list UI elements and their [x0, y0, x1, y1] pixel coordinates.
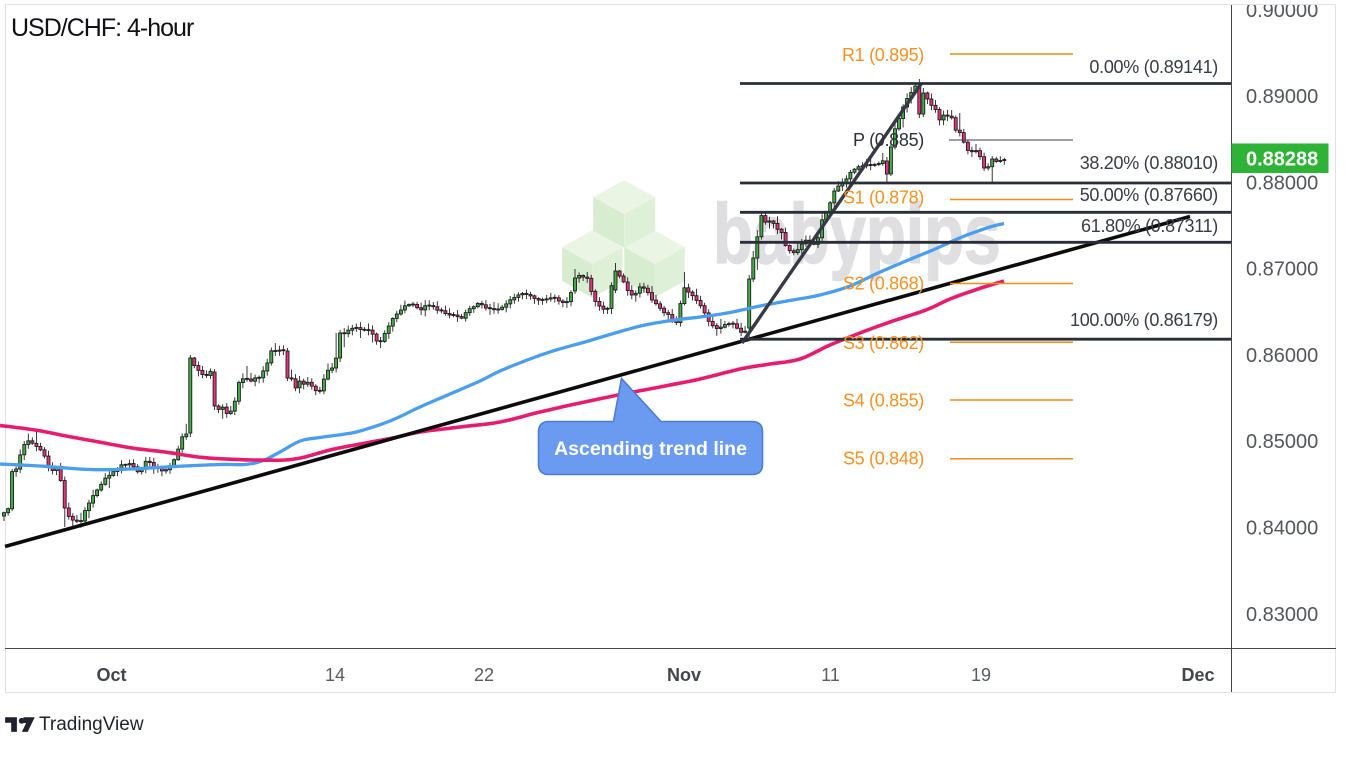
svg-text:50.00% (0.87660): 50.00% (0.87660) — [1080, 185, 1218, 205]
svg-text:11: 11 — [821, 665, 840, 685]
svg-text:Dec: Dec — [1181, 665, 1214, 685]
svg-text:100.00% (0.86179): 100.00% (0.86179) — [1070, 310, 1218, 330]
svg-text:0.88288: 0.88288 — [1246, 149, 1318, 171]
svg-text:S1 (0.878): S1 (0.878) — [843, 188, 924, 208]
svg-text:S5 (0.848): S5 (0.848) — [843, 449, 924, 469]
svg-text:0.00% (0.89141): 0.00% (0.89141) — [1089, 57, 1218, 77]
svg-text:19: 19 — [971, 665, 991, 685]
svg-text:Oct: Oct — [96, 665, 126, 685]
svg-text:61.80% (0.87311): 61.80% (0.87311) — [1081, 216, 1218, 236]
svg-text:S2 (0.868): S2 (0.868) — [843, 274, 924, 294]
svg-text:Ascending trend line: Ascending trend line — [554, 438, 747, 460]
svg-text:0.84000: 0.84000 — [1246, 518, 1318, 540]
svg-text:S3 (0.862): S3 (0.862) — [843, 333, 924, 353]
svg-text:22: 22 — [474, 665, 494, 685]
svg-text:14: 14 — [325, 665, 345, 685]
svg-text:0.89000: 0.89000 — [1246, 86, 1318, 108]
svg-text:0.88000: 0.88000 — [1246, 172, 1318, 194]
svg-text:P (0.885): P (0.885) — [853, 130, 924, 150]
svg-text:TradingView: TradingView — [39, 714, 144, 735]
svg-text:Nov: Nov — [667, 665, 701, 685]
svg-text:0.86000: 0.86000 — [1246, 345, 1318, 367]
svg-text:0.85000: 0.85000 — [1246, 431, 1318, 453]
svg-text:S4 (0.855): S4 (0.855) — [843, 391, 924, 411]
svg-text:0.83000: 0.83000 — [1246, 604, 1318, 626]
svg-text:USD/CHF: 4-hour: USD/CHF: 4-hour — [11, 14, 194, 42]
svg-text:38.20% (0.88010): 38.20% (0.88010) — [1080, 153, 1218, 173]
svg-text:0.87000: 0.87000 — [1246, 259, 1318, 281]
svg-text:R1 (0.895): R1 (0.895) — [842, 45, 924, 65]
svg-text:0.90000: 0.90000 — [1246, 0, 1318, 22]
